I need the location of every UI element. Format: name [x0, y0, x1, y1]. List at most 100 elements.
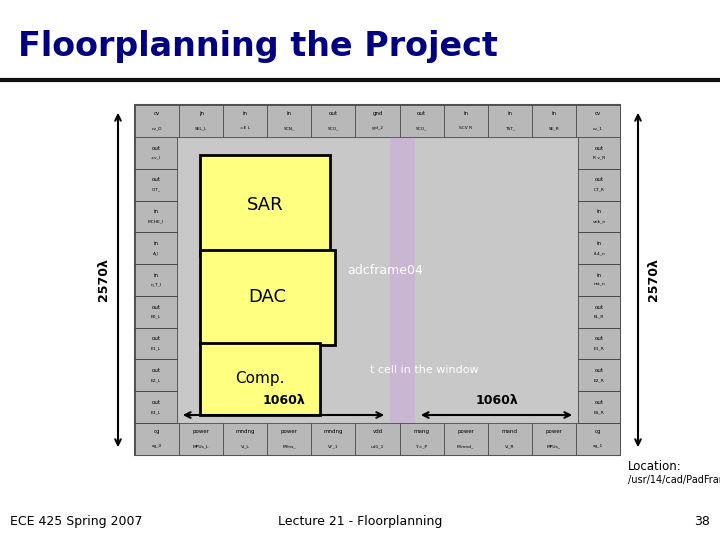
Text: TST_: TST_ [505, 126, 515, 130]
Text: in: in [508, 111, 512, 117]
Bar [223, 423, 267, 455]
Bar [356, 423, 400, 455]
Text: cv_1: cv_1 [593, 126, 603, 130]
Text: =E L: =E L [240, 126, 251, 130]
Text: gnd: gnd [372, 111, 383, 117]
Text: CIT_: CIT_ [151, 187, 161, 192]
Bar [576, 105, 620, 137]
Text: out: out [595, 368, 603, 373]
Text: MYns_: MYns_ [282, 444, 296, 448]
Bar [135, 391, 177, 423]
Text: ECE 425 Spring 2007: ECE 425 Spring 2007 [10, 515, 143, 528]
Text: SCV R: SCV R [459, 126, 472, 130]
Text: cv: cv [154, 111, 160, 117]
Text: t cell in the window: t cell in the window [370, 365, 479, 375]
Text: Comp.: Comp. [235, 372, 284, 387]
Text: SCO_: SCO_ [416, 126, 427, 130]
Text: out: out [417, 111, 426, 117]
Text: in: in [596, 209, 601, 214]
Text: E1_L: E1_L [151, 346, 161, 350]
Bar [179, 423, 223, 455]
Text: power: power [457, 429, 474, 435]
Text: Y=_P: Y=_P [416, 444, 427, 448]
Text: out: out [151, 336, 161, 341]
Bar [135, 328, 177, 360]
Text: cv: cv [595, 111, 601, 117]
Bar [200, 343, 320, 415]
Bar [578, 200, 620, 232]
Bar [390, 137, 415, 423]
Text: A_l: A_l [153, 251, 159, 255]
Text: mang: mang [413, 429, 430, 435]
Text: power: power [545, 429, 562, 435]
Bar [135, 105, 620, 455]
Bar [200, 250, 335, 345]
Text: out: out [151, 368, 161, 373]
Bar [400, 105, 444, 137]
Bar [444, 105, 487, 137]
Bar [311, 105, 356, 137]
Bar [135, 105, 179, 137]
Text: in: in [153, 241, 158, 246]
Bar [135, 232, 177, 264]
Text: cg_0: cg_0 [152, 444, 162, 448]
Bar [223, 105, 267, 137]
Text: MPUs_L: MPUs_L [193, 444, 210, 448]
Text: CT_R: CT_R [593, 187, 604, 192]
Text: nst_n: nst_n [593, 283, 605, 287]
Text: E2_R: E2_R [593, 378, 604, 382]
Bar [578, 296, 620, 328]
Bar [578, 391, 620, 423]
Bar [532, 105, 576, 137]
Text: in: in [153, 209, 158, 214]
Text: out: out [595, 146, 603, 151]
Text: out: out [151, 178, 161, 183]
Text: power: power [193, 429, 210, 435]
Text: E0_L: E0_L [151, 314, 161, 319]
Text: cv_D: cv_D [152, 126, 162, 130]
Bar [135, 423, 179, 455]
Text: 2570λ: 2570λ [96, 259, 109, 301]
Text: Floorplanning the Project: Floorplanning the Project [18, 30, 498, 63]
Bar [578, 328, 620, 360]
Text: M/mnd_: M/mnd_ [457, 444, 474, 448]
Bar [177, 137, 578, 423]
Text: out: out [329, 111, 338, 117]
Text: cg_1: cg_1 [593, 444, 603, 448]
Text: mand: mand [502, 429, 518, 435]
Text: out: out [151, 146, 161, 151]
Text: Lecture 21 - Floorplanning: Lecture 21 - Floorplanning [278, 515, 442, 528]
Text: i14_n: i14_n [593, 251, 605, 255]
Text: n_T_l: n_T_l [150, 283, 161, 287]
Text: E3_L: E3_L [151, 410, 161, 414]
Text: R v_R: R v_R [593, 156, 605, 160]
Text: E2_L: E2_L [151, 378, 161, 382]
Bar [135, 264, 177, 296]
Bar [578, 137, 620, 169]
Text: MCHE_l: MCHE_l [148, 219, 164, 223]
Text: DAC: DAC [248, 288, 287, 307]
Text: SEL_L: SEL_L [195, 126, 207, 130]
Text: mndng: mndng [235, 429, 255, 435]
Text: VF_1: VF_1 [328, 444, 338, 448]
Text: ES_R: ES_R [593, 410, 604, 414]
Text: VI_R: VI_R [505, 444, 515, 448]
Text: EL_R: EL_R [594, 314, 604, 319]
Bar [400, 423, 444, 455]
Text: VI_L: VI_L [240, 444, 250, 448]
Text: in: in [153, 273, 158, 278]
Text: in: in [552, 111, 557, 117]
Text: 1060λ: 1060λ [262, 395, 305, 408]
Text: out: out [151, 305, 161, 309]
Text: /usr/14/cad/PadFrame/adcframe04: /usr/14/cad/PadFrame/adcframe04 [628, 475, 720, 485]
Bar [267, 105, 311, 137]
Text: cg: cg [154, 429, 161, 435]
Bar [487, 105, 532, 137]
Text: in: in [243, 111, 248, 117]
Text: in: in [596, 273, 601, 278]
Bar [578, 264, 620, 296]
Bar [135, 169, 177, 200]
Text: out: out [595, 336, 603, 341]
Text: vrik_n: vrik_n [593, 219, 606, 223]
Text: MPUs_: MPUs_ [547, 444, 561, 448]
